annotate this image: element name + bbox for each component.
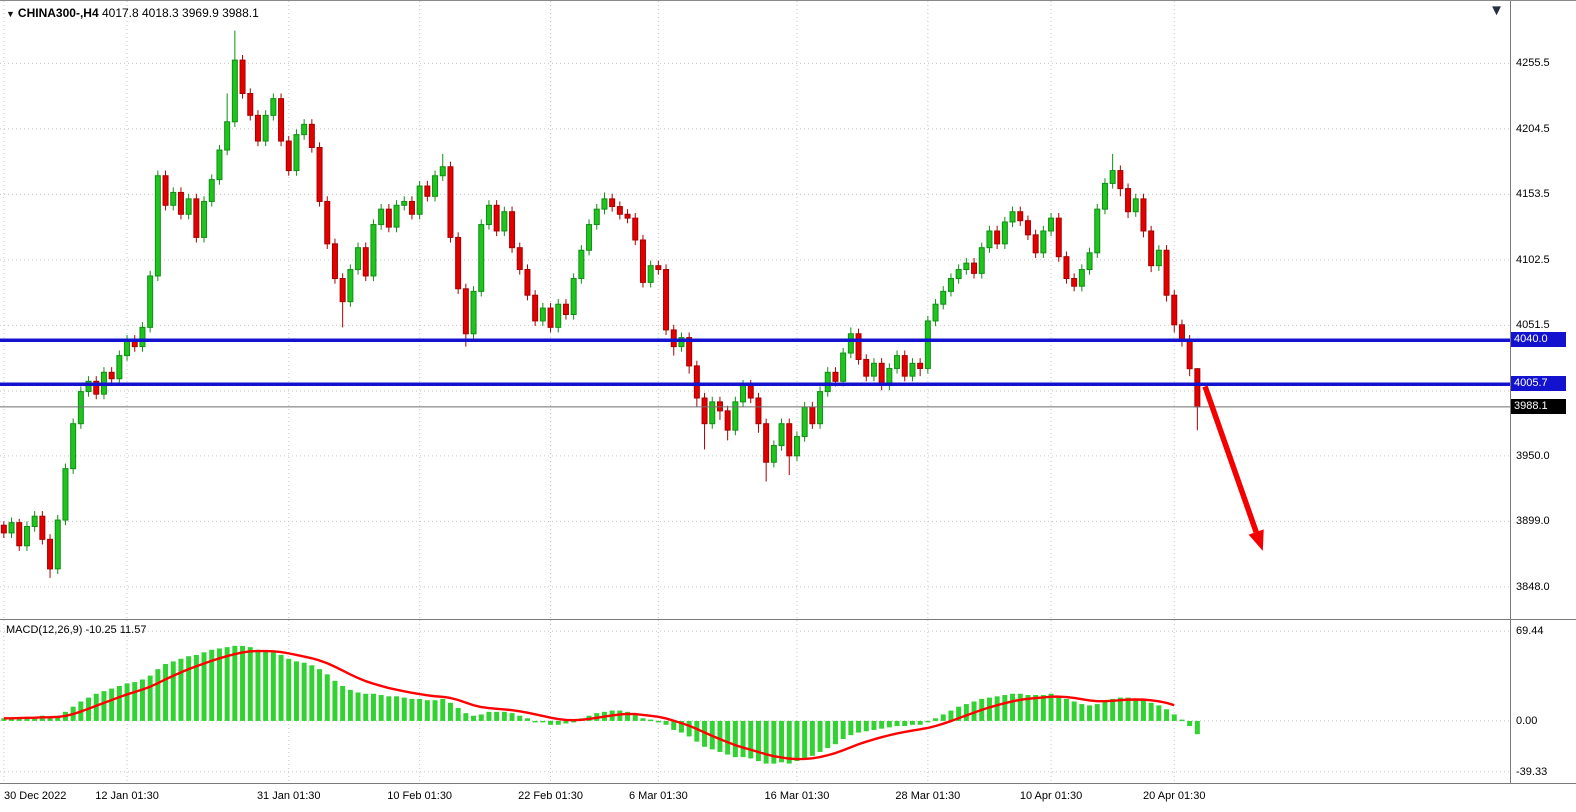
scroll-to-end-icon[interactable]: ▼ (1489, 2, 1504, 19)
time-axis-label: 10 Apr 01:30 (1019, 790, 1083, 802)
chart-symbol-timeframe: CHINA300-,H4 (17, 6, 99, 20)
price-axis-label: 4102.5 (1516, 253, 1550, 266)
macd-params: MACD(12,26,9) (6, 624, 83, 636)
macd-plot[interactable] (0, 620, 1510, 783)
price-axis-label: 3950.0 (1516, 449, 1550, 462)
price-axis[interactable]: 4255.5 4204.5 4153.5 4102.5 4051.5 3950.0 3899… (1510, 1, 1576, 619)
panel-separator-bottom (0, 783, 1576, 784)
macd-axis-label: 0.00 (1516, 714, 1538, 727)
time-axis[interactable]: 30 Dec 2022 12 Jan 01:30 31 Jan 01:30 10 Fe… (0, 784, 1576, 812)
time-axis-label: 20 Apr 01:30 (1143, 790, 1206, 802)
macd-axis-label: -39.33 (1516, 765, 1548, 778)
macd-axis[interactable]: 69.44 0.00 -39.33 (1510, 620, 1576, 783)
time-axis-label: 30 Dec 2022 (4, 790, 67, 802)
macd-main-value: -10.25 (85, 624, 117, 636)
time-axis-label: 31 Jan 01:30 (256, 790, 321, 802)
price-axis-label: 4153.5 (1516, 188, 1550, 201)
time-axis-label: 28 Mar 01:30 (895, 790, 961, 802)
panel-separator[interactable] (0, 619, 1576, 620)
chart-ohlc-quote: 4017.8 4018.3 3969.9 3988.1 (101, 6, 259, 20)
time-axis-label: 22 Feb 01:30 (518, 790, 583, 802)
time-axis-label: 10 Feb 01:30 (387, 790, 453, 802)
chart-dropdown-icon[interactable]: ▼ (6, 9, 15, 19)
axis-divider (1510, 1, 1511, 784)
time-axis-label: 16 Mar 01:30 (764, 790, 830, 802)
macd-panel[interactable]: MACD(12,26,9) -10.25 11.57 (0, 620, 1510, 783)
price-axis-label: 4051.5 (1516, 319, 1550, 332)
price-plot[interactable] (0, 1, 1510, 619)
price-axis-label: 4255.5 (1516, 57, 1550, 70)
price-axis-label: 4204.5 (1516, 122, 1550, 135)
macd-axis-label: 69.44 (1516, 625, 1544, 638)
price-axis-label: 3848.0 (1516, 580, 1550, 593)
current-price-tag[interactable]: 3988.1 (1510, 398, 1566, 414)
price-chart-panel[interactable]: ▼ CHINA300-,H4 4017.8 4018.3 3969.9 3988.… (0, 1, 1510, 619)
time-axis-label: 6 Mar 01:30 (628, 790, 688, 802)
macd-signal-value: 11.57 (119, 624, 147, 636)
time-axis-label: 12 Jan 01:30 (95, 790, 159, 802)
price-axis-label: 3899.0 (1516, 515, 1550, 528)
price-level-tag[interactable]: 4040.0 (1510, 332, 1566, 348)
chart-title: ▼ CHINA300-,H4 4017.8 4018.3 3969.9 3988.… (6, 6, 259, 20)
macd-label: MACD(12,26,9) -10.25 11.57 (6, 624, 146, 636)
price-level-tag[interactable]: 4005.7 (1510, 376, 1566, 392)
